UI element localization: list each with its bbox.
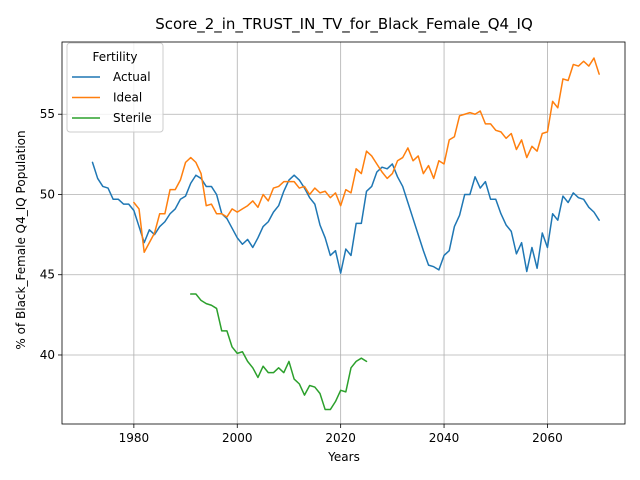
y-tick-label: 50 [40,187,55,201]
y-tick-label: 40 [40,348,55,362]
x-tick-label: 2000 [222,431,253,445]
series-line-actual [91,161,600,274]
chart-title: Score_2_in_TRUST_IN_TV_for_Black_Female_… [155,15,533,34]
legend-frame [66,42,164,133]
x-axis-label: Years [327,450,360,464]
y-tick-label: 55 [40,107,55,121]
legend-label: Ideal [113,91,142,105]
legend: Fertility Actual Ideal Sterile [66,42,164,133]
plot-frame [61,41,626,425]
x-tick-label: 2060 [532,431,563,445]
y-tick-label: 45 [40,268,55,282]
x-tick-label: 2020 [325,431,356,445]
axes: 1980 2000 2020 2040 2060 40 45 50 55 [40,41,626,445]
legend-entry-actual: Actual [72,70,151,84]
grid [62,42,625,424]
series-group [91,57,600,411]
y-axis-label: % of Black_Female Q4_IQ Population [14,130,28,349]
series-line-sterile [189,293,368,411]
series-line-ideal [133,57,600,254]
x-tick-label: 1980 [119,431,150,445]
legend-entry-ideal: Ideal [72,91,142,105]
legend-label: Actual [113,70,151,84]
legend-entry-sterile: Sterile [72,111,152,125]
legend-title: Fertility [92,50,137,64]
legend-label: Sterile [113,111,152,125]
x-tick-label: 2040 [429,431,460,445]
